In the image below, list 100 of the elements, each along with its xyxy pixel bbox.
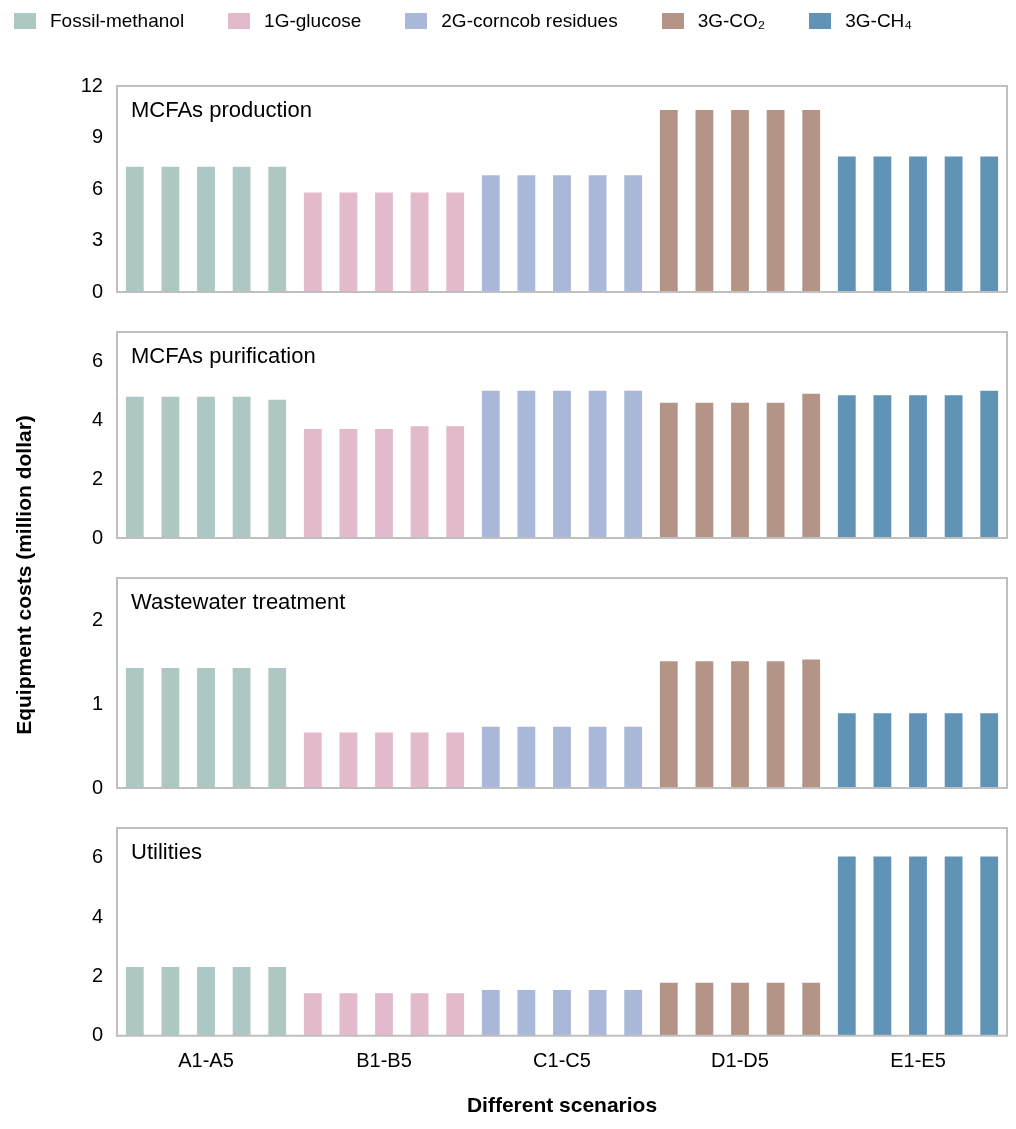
bar [837, 713, 856, 788]
bar [731, 982, 749, 1036]
bar [339, 732, 358, 788]
x-tick-label: A1-A5 [178, 1049, 234, 1072]
bar [980, 156, 999, 292]
bar [909, 713, 927, 788]
bar [410, 426, 429, 538]
bar [766, 110, 785, 292]
y-tick-label: 1 [91, 691, 103, 714]
x-tick-label: B1-B5 [356, 1049, 412, 1072]
bar [766, 402, 785, 538]
bar [339, 993, 358, 1036]
y-tick-label: 2 [91, 963, 103, 986]
legend-label: 2G-corncob residues [441, 10, 618, 32]
bar [268, 667, 287, 788]
bar [980, 856, 999, 1036]
bar [161, 166, 180, 292]
bar [446, 192, 465, 292]
bar [410, 732, 429, 788]
y-tick-label: 2 [91, 607, 103, 630]
bar [410, 993, 429, 1036]
bar [731, 110, 749, 292]
bar [481, 175, 500, 292]
bar [303, 429, 322, 538]
bar [873, 156, 892, 292]
bar [197, 396, 215, 538]
bar [873, 395, 892, 538]
text: Utilities [131, 839, 202, 865]
bar [375, 192, 393, 292]
y-tick-label: 9 [91, 125, 103, 148]
bar [944, 713, 963, 788]
bar [125, 166, 144, 292]
bar [375, 732, 393, 788]
bar [909, 856, 927, 1036]
bar [802, 110, 821, 292]
bar [232, 966, 251, 1036]
bar [517, 390, 536, 538]
bar [980, 390, 999, 538]
y-tick-label: 6 [91, 348, 103, 371]
bar [873, 713, 892, 788]
bar [802, 659, 821, 788]
bar [588, 990, 607, 1036]
x-axis-title: Different scenarios [466, 1093, 658, 1117]
y-tick-label: 3 [91, 228, 103, 251]
bar [303, 732, 322, 788]
legend-label: 3G-CO₂ [697, 10, 766, 32]
bar [339, 429, 358, 538]
text: Wastewater treatment [131, 589, 346, 615]
y-tick-label: 4 [91, 407, 103, 430]
bar [553, 726, 571, 788]
bar [232, 396, 251, 538]
bar [161, 667, 180, 788]
bar [517, 990, 536, 1036]
legend-label: 1G-glucose [264, 10, 362, 32]
bar [517, 175, 536, 292]
bar [481, 726, 500, 788]
bar [125, 396, 144, 538]
bar [695, 982, 714, 1036]
bar [553, 990, 571, 1036]
bar [446, 426, 465, 538]
bar [731, 402, 749, 538]
y-tick-label: 12 [80, 73, 103, 96]
bar [588, 175, 607, 292]
bar [232, 667, 251, 788]
bar [909, 395, 927, 538]
bar [659, 982, 678, 1036]
bar [303, 993, 322, 1036]
x-tick-label: C1-C5 [533, 1049, 591, 1072]
bar [695, 110, 714, 292]
bar [588, 390, 607, 538]
bar [624, 990, 643, 1036]
bar [125, 667, 144, 788]
y-tick-label: 0 [91, 775, 103, 798]
bar [766, 982, 785, 1036]
y-tick-label: 0 [91, 525, 103, 548]
bar [553, 175, 571, 292]
bar [802, 982, 821, 1036]
bar [624, 726, 643, 788]
legend-label: Fossil-methanol [50, 10, 185, 32]
bar [303, 192, 322, 292]
bar [909, 156, 927, 292]
bar [446, 993, 465, 1036]
bar [268, 399, 287, 538]
bar [944, 156, 963, 292]
y-tick-label: 6 [91, 176, 103, 199]
bar [339, 192, 358, 292]
bar [695, 661, 714, 788]
bar [481, 990, 500, 1036]
bar [837, 856, 856, 1036]
bar [659, 661, 678, 788]
bar [161, 966, 180, 1036]
y-tick-label: 4 [91, 904, 103, 927]
bar [375, 993, 393, 1036]
bar [375, 429, 393, 538]
bar [837, 395, 856, 538]
bar [232, 166, 251, 292]
bar [659, 110, 678, 292]
bar [268, 966, 287, 1036]
legend-label: 3G-CH₄ [845, 10, 913, 32]
bar [695, 402, 714, 538]
